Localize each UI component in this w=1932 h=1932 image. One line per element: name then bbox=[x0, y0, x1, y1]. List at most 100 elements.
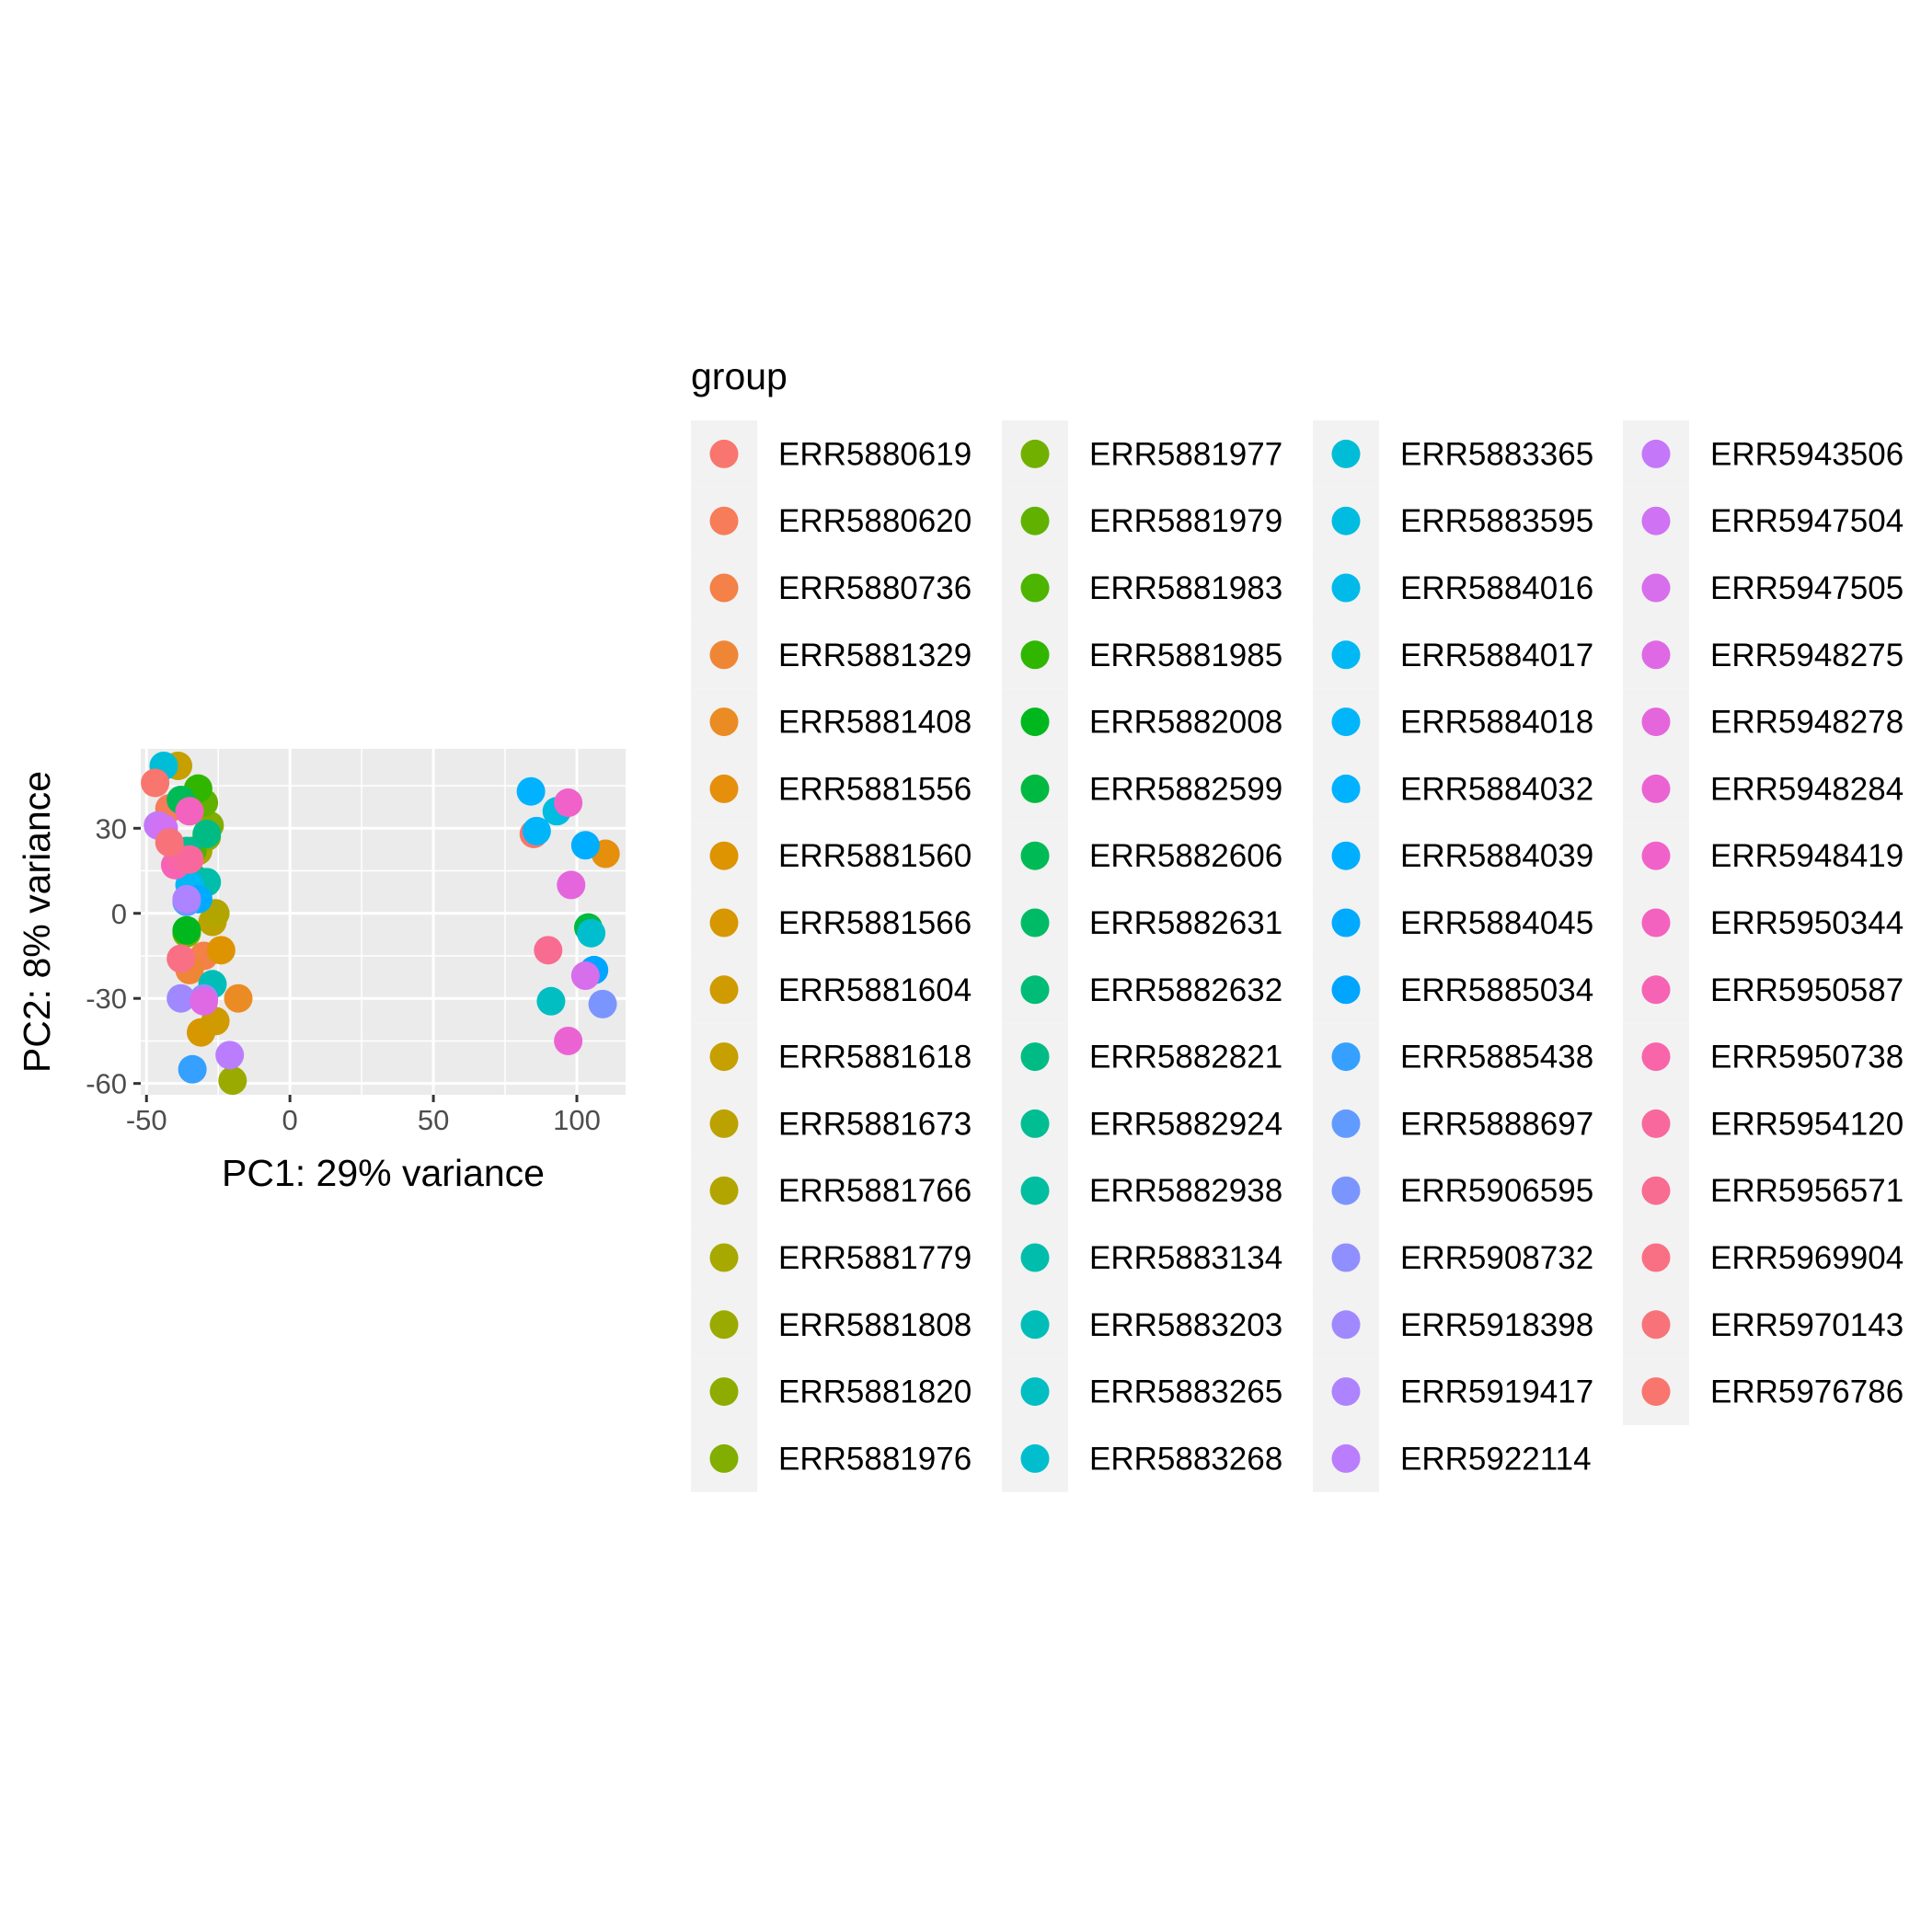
legend-key bbox=[1020, 1042, 1050, 1072]
legend-key bbox=[1331, 975, 1361, 1005]
legend-label: ERR5950344 bbox=[1710, 905, 1903, 941]
legend-key bbox=[709, 1176, 739, 1205]
data-point bbox=[167, 983, 196, 1013]
legend-key bbox=[1020, 1310, 1050, 1340]
legend-label: ERR5947504 bbox=[1710, 503, 1903, 539]
data-point bbox=[218, 1066, 247, 1096]
legend-label: ERR5885438 bbox=[1400, 1040, 1593, 1075]
data-point bbox=[554, 788, 583, 818]
legend-label: ERR5882821 bbox=[1089, 1040, 1282, 1075]
legend-label: ERR5881560 bbox=[778, 838, 972, 874]
legend-label: ERR5884032 bbox=[1400, 771, 1593, 807]
x-tick-label: 0 bbox=[282, 1104, 298, 1136]
data-point bbox=[570, 961, 600, 991]
legend-label: ERR5950738 bbox=[1710, 1040, 1903, 1075]
legend-key bbox=[709, 573, 739, 603]
legend-items: ERR5880619 ERR5880620 ERR5880736 ERR5881329… bbox=[691, 420, 1903, 1492]
y-tick-label: 0 bbox=[111, 898, 127, 930]
x-axis-title: PC1: 29% variance bbox=[222, 1152, 545, 1194]
axes: -50 0 50 100 -60 -30 0 30 bbox=[86, 812, 601, 1136]
data-point bbox=[534, 936, 563, 965]
legend-label: ERR5943506 bbox=[1710, 436, 1903, 472]
legend-key bbox=[1331, 841, 1361, 870]
legend-key bbox=[709, 908, 739, 937]
legend-key bbox=[1331, 439, 1361, 468]
legend-key bbox=[1331, 1443, 1361, 1473]
legend-label: ERR5881983 bbox=[1089, 570, 1282, 606]
legend-label: ERR5881979 bbox=[1089, 503, 1282, 539]
legend-label: ERR5883134 bbox=[1089, 1240, 1282, 1276]
y-tick-label: 30 bbox=[96, 812, 127, 845]
legend-key bbox=[709, 1377, 739, 1407]
legend-label: ERR5950587 bbox=[1710, 972, 1903, 1008]
legend-key bbox=[1331, 1377, 1361, 1407]
legend-key bbox=[709, 439, 739, 468]
legend-key bbox=[1641, 774, 1671, 803]
legend-key bbox=[1331, 1243, 1361, 1272]
legend-label: ERR5948275 bbox=[1710, 638, 1903, 673]
legend-key bbox=[1020, 1109, 1050, 1138]
legend-label: ERR5882632 bbox=[1089, 972, 1282, 1008]
legend-key bbox=[709, 506, 739, 535]
legend-label: ERR5881618 bbox=[778, 1040, 972, 1075]
legend-label: ERR5906595 bbox=[1400, 1173, 1593, 1209]
legend-key bbox=[709, 1042, 739, 1072]
legend-key bbox=[1641, 1042, 1671, 1072]
legend-label: ERR5969904 bbox=[1710, 1240, 1903, 1276]
data-point bbox=[536, 986, 566, 1016]
legend-key bbox=[1641, 1109, 1671, 1138]
legend-key bbox=[1020, 1176, 1050, 1205]
legend-label: ERR5948278 bbox=[1710, 705, 1903, 741]
legend-label: ERR5881766 bbox=[778, 1173, 972, 1209]
legend-key bbox=[1641, 640, 1671, 670]
plot-panel bbox=[141, 749, 626, 1096]
legend-key bbox=[1641, 439, 1671, 468]
legend-label: ERR5883265 bbox=[1089, 1374, 1282, 1410]
legend-label: ERR5881408 bbox=[778, 705, 972, 741]
legend-label: ERR5919417 bbox=[1400, 1374, 1593, 1410]
legend-label: ERR5954120 bbox=[1710, 1106, 1903, 1142]
data-point bbox=[206, 936, 236, 965]
data-point bbox=[215, 1041, 245, 1070]
legend-key bbox=[709, 1443, 739, 1473]
legend-label: ERR5881604 bbox=[778, 972, 972, 1008]
legend-key bbox=[1641, 841, 1671, 870]
data-point bbox=[175, 845, 204, 874]
legend-label: ERR5888697 bbox=[1400, 1106, 1593, 1142]
legend: group ERR5880619ERR5880620ERR5880736ERR5… bbox=[691, 355, 1903, 1492]
legend-key bbox=[1641, 1310, 1671, 1340]
legend-key bbox=[1641, 506, 1671, 535]
legend-key bbox=[709, 707, 739, 737]
legend-key bbox=[1331, 707, 1361, 737]
data-point bbox=[522, 816, 551, 845]
legend-label: ERR5881808 bbox=[778, 1307, 972, 1343]
data-point bbox=[175, 797, 204, 826]
legend-key bbox=[1641, 908, 1671, 937]
legend-label: ERR5881566 bbox=[778, 905, 972, 941]
legend-label: ERR5884039 bbox=[1400, 838, 1593, 874]
data-point bbox=[155, 828, 184, 857]
data-point bbox=[577, 918, 606, 948]
legend-label: ERR5918398 bbox=[1400, 1307, 1593, 1343]
legend-label: ERR5882599 bbox=[1089, 771, 1282, 807]
legend-label: ERR5908732 bbox=[1400, 1240, 1593, 1276]
legend-key bbox=[1331, 573, 1361, 603]
legend-label: ERR5884018 bbox=[1400, 705, 1593, 741]
legend-key bbox=[1331, 1176, 1361, 1205]
legend-label: ERR5881329 bbox=[778, 638, 972, 673]
legend-label: ERR5880736 bbox=[778, 570, 972, 606]
data-point bbox=[192, 819, 222, 848]
legend-key bbox=[1331, 908, 1361, 937]
legend-key bbox=[1331, 640, 1361, 670]
legend-label: ERR5881985 bbox=[1089, 638, 1282, 673]
legend-label: ERR5970143 bbox=[1710, 1307, 1903, 1343]
legend-key bbox=[1020, 640, 1050, 670]
y-axis-title: PC2: 8% variance bbox=[16, 771, 58, 1073]
data-point bbox=[172, 884, 201, 914]
legend-label: ERR5883365 bbox=[1400, 436, 1593, 472]
data-point bbox=[167, 944, 196, 973]
y-tick-label: -60 bbox=[86, 1068, 127, 1100]
legend-key bbox=[1020, 1377, 1050, 1407]
data-point bbox=[554, 1026, 583, 1055]
legend-label: ERR5881977 bbox=[1089, 436, 1282, 472]
